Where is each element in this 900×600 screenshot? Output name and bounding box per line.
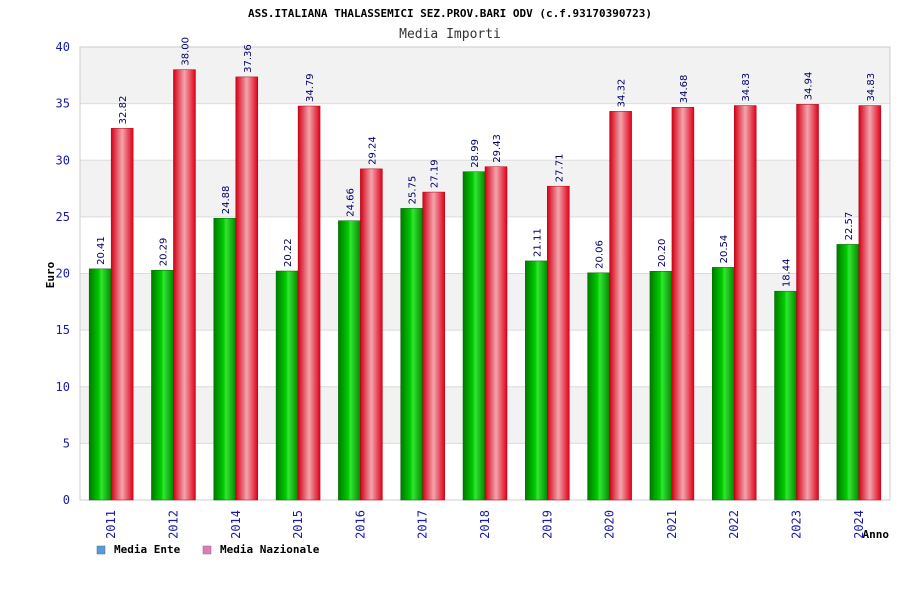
y-tick-label: 10 [56,380,70,394]
x-axis-ticks: 2011 2012 2014 2015 2016 2017 2018 2019 2020 2021… [104,510,866,539]
data-label: 20.22 [283,238,294,267]
y-tick-label: 40 [56,40,70,54]
data-label: 20.29 [158,238,169,267]
data-label: 27.71 [554,154,565,183]
data-label: 21.11 [532,228,543,257]
data-label: 20.54 [719,235,730,264]
data-label: 28.99 [470,139,481,168]
bar-media-nazionale [235,76,259,501]
bar-media-nazionale [297,105,321,501]
data-label: 20.20 [657,239,668,268]
bar-media-nazionale [360,168,383,501]
bar-media-nazionale [609,111,632,501]
data-label: 29.24 [367,136,378,165]
legend-label-media-nazionale: Media Nazionale [220,543,320,556]
data-label: 32.82 [118,96,129,125]
bar-media-nazionale [858,105,882,501]
bar-media-nazionale [796,104,819,501]
bar-media-ente [275,270,299,501]
bar-media-ente [88,268,112,501]
x-tick-label: 2017 [416,510,430,539]
grid-band [80,47,890,104]
y-tick-label: 20 [56,267,70,281]
data-label: 24.88 [221,186,232,215]
bar-media-ente [587,272,610,501]
data-label: 24.66 [345,188,356,217]
y-axis-label: Euro [44,261,57,288]
y-tick-label: 25 [56,210,70,224]
bar-media-nazionale [110,128,134,501]
bar-media-nazionale [484,166,508,501]
x-tick-label: 2020 [603,510,617,539]
data-label: 37.36 [243,44,254,73]
bar-media-nazionale [671,106,695,501]
y-tick-label: 0 [63,493,70,507]
bar-media-ente [338,220,361,501]
bar-media-nazionale [422,191,445,501]
legend-swatch-media-nazionale [202,545,212,555]
bar-media-ente [462,171,486,501]
data-labels: 20.41 32.82 20.29 38.00 24.88 37.36 20.22 34.79… [96,37,877,287]
data-label: 25.75 [408,176,419,205]
y-tick-label: 30 [56,153,70,167]
bar-media-ente [711,267,735,501]
legend-swatch-media-ente [96,545,106,555]
x-tick-label: 2018 [478,510,492,539]
bar-media-nazionale [547,185,570,501]
x-tick-label: 2022 [727,510,741,539]
bar-media-ente [525,260,548,501]
bar-media-ente [213,217,237,501]
x-tick-label: 2014 [229,510,243,539]
data-label: 29.43 [492,134,503,163]
x-axis-label: Anno [863,528,890,541]
data-label: 20.41 [96,236,107,265]
x-tick-label: 2023 [790,510,804,539]
bar-media-nazionale [733,105,757,501]
data-label: 18.44 [782,259,793,288]
x-tick-label: 2016 [353,510,367,539]
chart-title: ASS.ITALIANA THALASSEMICI SEZ.PROV.BARI … [248,7,652,20]
data-label: 34.83 [866,73,877,102]
data-label: 34.32 [617,79,628,108]
data-label: 27.19 [430,159,441,188]
bar-media-ente [400,208,423,501]
x-tick-label: 2011 [104,510,118,539]
chart-subtitle: Media Importi [399,27,501,42]
data-label: 20.06 [595,240,606,269]
x-tick-label: 2019 [540,510,554,539]
data-label: 34.68 [679,75,690,104]
data-label: 38.00 [180,37,191,66]
x-tick-label: 2012 [166,510,180,539]
bar-media-nazionale [173,69,196,501]
data-label: 34.83 [741,73,752,102]
bar-media-ente [836,244,860,501]
bar-media-ente [649,270,673,501]
y-tick-label: 35 [56,97,70,111]
grid-band [80,103,890,161]
y-axis-ticks: 0 5 10 15 20 25 30 35 40 [56,40,70,507]
legend: Media Ente Media Nazionale [96,543,320,556]
legend-label-media-ente: Media Ente [114,543,181,556]
x-tick-label: 2024 [852,510,866,539]
data-label: 34.79 [305,73,316,102]
data-label: 22.57 [844,212,855,241]
y-tick-label: 5 [63,436,70,450]
bar-media-ente [774,290,797,501]
bar-media-ente [151,269,174,501]
bars [88,69,882,501]
x-tick-label: 2015 [291,510,305,539]
x-tick-label: 2021 [665,510,679,539]
y-tick-label: 15 [56,323,70,337]
data-label: 34.94 [804,72,815,101]
